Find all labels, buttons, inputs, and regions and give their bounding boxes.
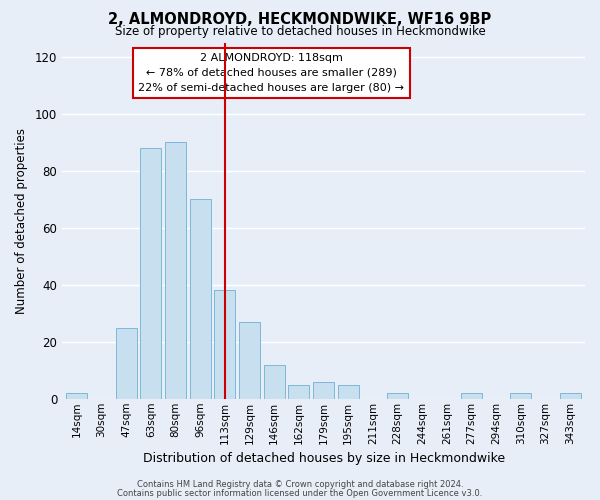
Text: Size of property relative to detached houses in Heckmondwike: Size of property relative to detached ho…: [115, 25, 485, 38]
Bar: [461, 393, 482, 399]
Bar: [264, 364, 285, 399]
Bar: [67, 393, 88, 399]
Bar: [289, 384, 310, 399]
Text: 2, ALMONDROYD, HECKMONDWIKE, WF16 9BP: 2, ALMONDROYD, HECKMONDWIKE, WF16 9BP: [109, 12, 491, 28]
Text: 2 ALMONDROYD: 118sqm
← 78% of detached houses are smaller (289)
22% of semi-deta: 2 ALMONDROYD: 118sqm ← 78% of detached h…: [139, 53, 404, 93]
Bar: [214, 290, 235, 399]
Bar: [190, 200, 211, 399]
Bar: [165, 142, 186, 399]
Bar: [116, 328, 137, 399]
Bar: [313, 382, 334, 399]
Bar: [239, 322, 260, 399]
Bar: [338, 384, 359, 399]
Text: Contains public sector information licensed under the Open Government Licence v3: Contains public sector information licen…: [118, 488, 482, 498]
Bar: [511, 393, 532, 399]
Y-axis label: Number of detached properties: Number of detached properties: [15, 128, 28, 314]
Bar: [560, 393, 581, 399]
Bar: [140, 148, 161, 399]
Text: Contains HM Land Registry data © Crown copyright and database right 2024.: Contains HM Land Registry data © Crown c…: [137, 480, 463, 489]
Bar: [387, 393, 408, 399]
X-axis label: Distribution of detached houses by size in Heckmondwike: Distribution of detached houses by size …: [143, 452, 505, 465]
